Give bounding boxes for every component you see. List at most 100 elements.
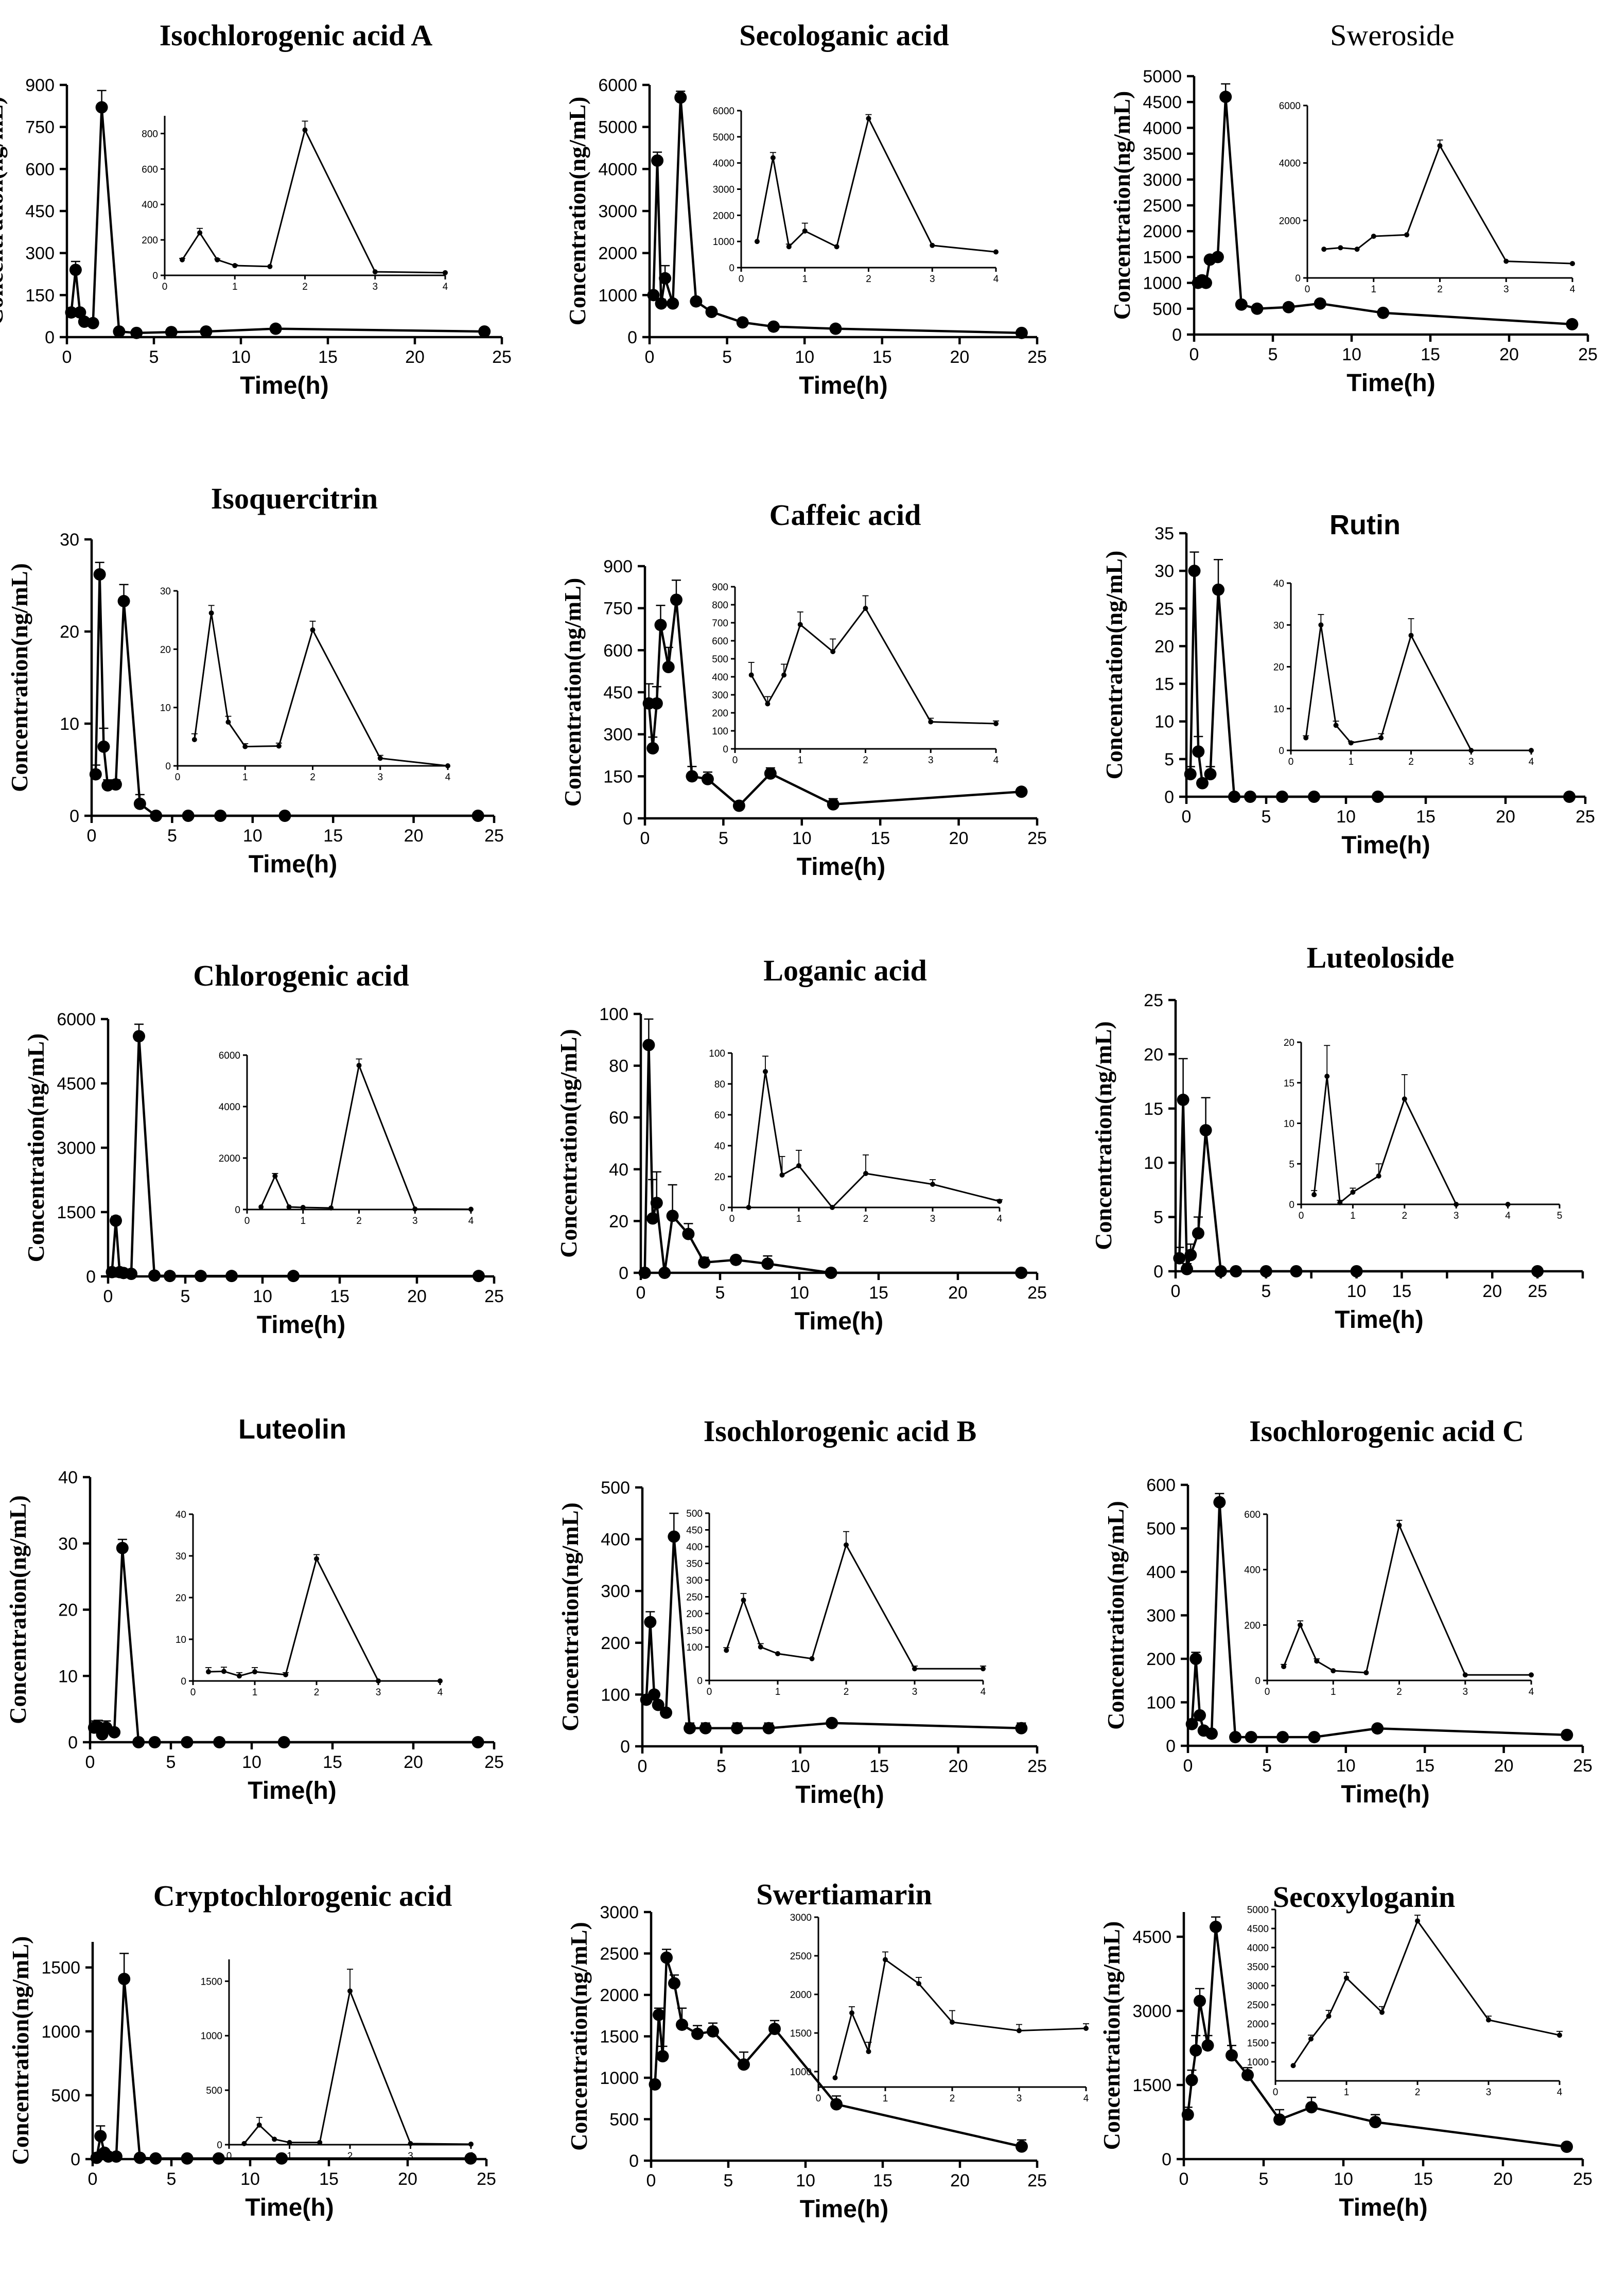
inset-y-tick-label: 40	[1273, 579, 1284, 589]
inset-data-point	[1318, 622, 1324, 628]
y-tick-label: 600	[1146, 1476, 1176, 1495]
x-tick-label: 15	[869, 1283, 888, 1303]
data-point	[1185, 1717, 1198, 1730]
inset-series-line	[750, 607, 996, 725]
inset-data-point	[206, 1669, 211, 1675]
inset-x-tick-label: 3	[372, 282, 378, 292]
y-tick-label: 1500	[1132, 2076, 1171, 2095]
y-tick-label: 40	[58, 1468, 78, 1487]
inset-chart: 0 1 2 3 4 1000 1500 2000 2500 3000 3500 4000 4500 500…	[1247, 1905, 1563, 2098]
inset-data-point	[356, 1063, 362, 1068]
inset-data-point	[912, 1666, 917, 1672]
inset-data-point	[797, 622, 803, 627]
inset-data-point	[863, 1171, 868, 1176]
inset-data-point	[1314, 1658, 1320, 1664]
x-tick-label: 20	[405, 347, 425, 367]
y-tick-label: 1000	[600, 2069, 639, 2088]
data-point	[1196, 777, 1209, 790]
x-tick-label: 0	[638, 1757, 647, 1776]
inset-x-tick-label: 2	[844, 1687, 849, 1697]
x-axis-label: Time(h)	[1339, 2194, 1427, 2221]
data-point	[133, 2151, 146, 2164]
inset-data-point	[328, 1205, 334, 1211]
data-point	[1228, 791, 1240, 803]
data-point	[1192, 1227, 1204, 1240]
data-point	[94, 2130, 107, 2143]
chart-title: Secologanic acid	[739, 19, 949, 52]
data-point	[655, 297, 668, 310]
x-axis-label: Time(h)	[257, 1311, 345, 1339]
y-tick-label: 750	[603, 599, 633, 619]
inset-y-tick-label: 20	[1284, 1038, 1294, 1048]
inset-series-line	[725, 1543, 983, 1670]
inset-data-point	[443, 270, 448, 275]
y-tick-label: 150	[25, 286, 55, 305]
data-point	[662, 661, 675, 673]
data-point	[738, 2058, 750, 2071]
y-tick-label: 0	[86, 1267, 96, 1287]
data-point	[767, 320, 780, 333]
inset-data-point	[916, 1981, 921, 1986]
y-axis-label: Concentration(ng/mL)	[1090, 1021, 1116, 1250]
inset-series-line	[756, 116, 996, 253]
chart-panel: Isochlorogenic acid A0 5 10 15 20 25015030045…	[0, 19, 512, 399]
data-point	[275, 2152, 288, 2165]
inset-y-tick-label: 6000	[219, 1050, 240, 1061]
y-tick-label: 0	[1172, 325, 1182, 345]
inset-y-tick-label: 80	[714, 1079, 725, 1090]
data-point	[1350, 1265, 1363, 1277]
inset-data-point	[809, 1656, 815, 1661]
y-tick-label: 2000	[598, 244, 637, 264]
data-point	[108, 1726, 121, 1739]
x-tick-label: 15	[318, 347, 338, 367]
inset-x-tick-label: 2	[1396, 1687, 1402, 1697]
data-point	[165, 326, 178, 339]
x-tick-label: 5	[1268, 345, 1278, 364]
inset-chart: 0 1 2 3 4 1000 1500 2000 2500 3000	[790, 1913, 1089, 2104]
y-tick-label: 0	[620, 1737, 630, 1757]
y-tick-label: 35	[1154, 524, 1174, 544]
data-point	[93, 568, 106, 581]
series-line	[652, 97, 1022, 335]
inset-data-point	[1529, 1672, 1534, 1678]
y-axis-label: Concentration(ng/mL)	[559, 578, 586, 807]
inset-y-tick-label: 4500	[1247, 1924, 1269, 1935]
inset-x-tick-label: 0	[732, 755, 738, 766]
inset-data-point	[314, 1556, 319, 1562]
x-tick-label: 25	[484, 826, 504, 846]
x-tick-label: 5	[722, 347, 732, 367]
y-tick-label: 500	[601, 1478, 630, 1498]
inset-data-point	[372, 269, 378, 275]
inset-data-point	[765, 701, 771, 707]
y-axis-label: Concentration(ng/mL)	[5, 1495, 31, 1724]
y-tick-label: 80	[609, 1057, 628, 1076]
inset-x-tick-label: 2	[863, 755, 868, 766]
inset-data-point	[1404, 232, 1410, 238]
data-point	[1205, 1727, 1218, 1740]
data-point	[1308, 1731, 1321, 1744]
inset-y-tick-label: 500	[686, 1509, 703, 1519]
x-tick-label: 5	[715, 1283, 725, 1303]
inset-y-tick-label: 6000	[1279, 101, 1301, 112]
inset-data-point	[758, 1644, 763, 1650]
data-point	[1184, 768, 1197, 781]
inset-y-tick-label: 30	[1273, 620, 1284, 631]
data-point	[1561, 1728, 1573, 1741]
x-axis-label: Time(h)	[248, 1777, 336, 1804]
data-point	[761, 1257, 774, 1270]
inset-data-point	[1350, 1189, 1356, 1195]
data-point	[1314, 297, 1326, 310]
inset-x-tick-label: 2	[310, 772, 316, 783]
x-tick-label: 5	[167, 826, 177, 846]
y-tick-label: 0	[629, 2151, 639, 2171]
data-point	[668, 1977, 680, 1990]
inset-y-tick-label: 2000	[713, 211, 734, 221]
y-tick-label: 40	[609, 1160, 628, 1180]
y-tick-label: 750	[25, 118, 55, 137]
inset-y-tick-label: 400	[1244, 1565, 1261, 1576]
data-point	[478, 325, 491, 338]
x-tick-label: 10	[1342, 345, 1361, 364]
inset-y-tick-label: 600	[1244, 1510, 1261, 1520]
inset-chart: 0 1 2 3 4 0 100 200 300 400 500 600 700 800 900	[712, 582, 999, 766]
